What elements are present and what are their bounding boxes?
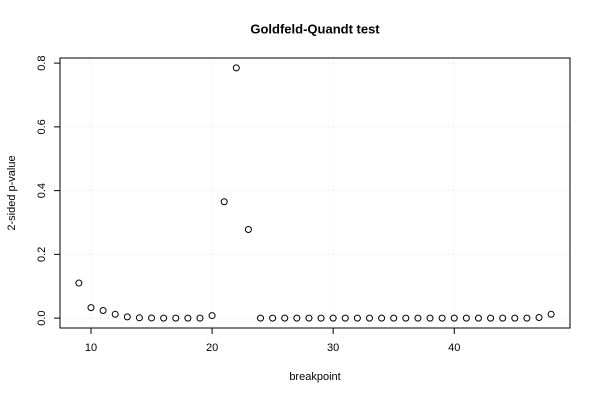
- point: [293, 314, 301, 322]
- point: [111, 310, 119, 318]
- point: [269, 314, 277, 322]
- point: [281, 314, 289, 322]
- point: [208, 312, 216, 320]
- point: [135, 314, 143, 322]
- point: [402, 314, 410, 322]
- y-tick-label: 0.8: [36, 55, 48, 70]
- point: [341, 314, 349, 322]
- chart-title: Goldfeld-Quandt test: [250, 21, 380, 36]
- x-tick-label: 20: [206, 342, 218, 354]
- point: [232, 64, 240, 72]
- point: [220, 198, 228, 206]
- point: [123, 313, 131, 321]
- x-tick-label: 30: [327, 342, 339, 354]
- point: [426, 314, 434, 322]
- point: [547, 310, 555, 318]
- y-tick-label: 0.0: [36, 310, 48, 325]
- point: [75, 279, 83, 287]
- point: [353, 314, 361, 322]
- point: [87, 304, 95, 312]
- point: [474, 314, 482, 322]
- point: [462, 314, 470, 322]
- point: [160, 314, 168, 322]
- point: [450, 314, 458, 322]
- y-axis-label: 2-sided p-value: [6, 155, 18, 230]
- x-tick-label: 10: [85, 342, 97, 354]
- plot-frame: [59, 57, 571, 329]
- point: [305, 314, 313, 322]
- point: [365, 314, 373, 322]
- y-tick-label: 0.6: [36, 119, 48, 134]
- point: [99, 306, 107, 314]
- point: [172, 314, 180, 322]
- y-tick-label: 0.4: [36, 183, 48, 198]
- point: [523, 314, 531, 322]
- point: [487, 314, 495, 322]
- point: [184, 314, 192, 322]
- point: [438, 314, 446, 322]
- y-tick-label: 0.2: [36, 247, 48, 262]
- point: [244, 225, 252, 233]
- point: [535, 313, 543, 321]
- point: [148, 314, 156, 322]
- point: [317, 314, 325, 322]
- x-axis-label: breakpoint: [289, 371, 340, 383]
- point: [329, 314, 337, 322]
- point: [378, 314, 386, 322]
- point: [196, 314, 204, 322]
- x-tick-label: 40: [448, 342, 460, 354]
- point: [499, 314, 507, 322]
- point: [511, 314, 519, 322]
- point: [414, 314, 422, 322]
- point: [257, 314, 265, 322]
- point: [390, 314, 398, 322]
